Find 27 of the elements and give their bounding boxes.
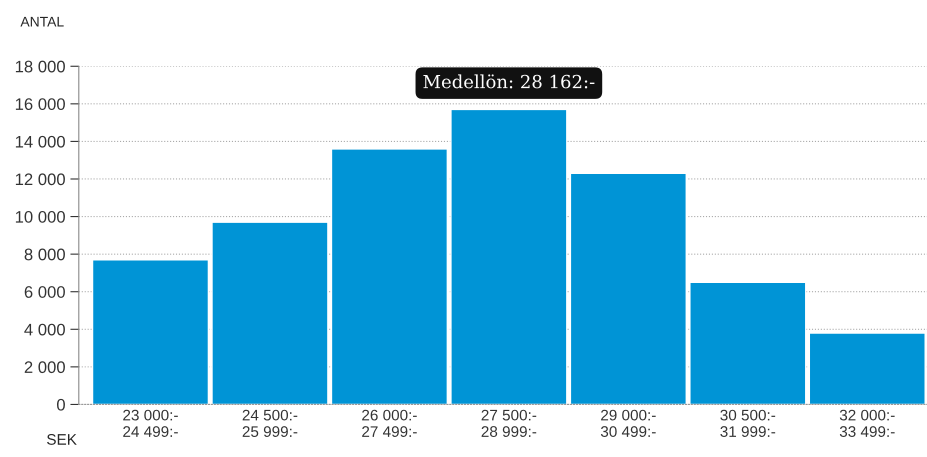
x-axis-title: SEK xyxy=(47,434,77,445)
x-tick-label: 29 000:- 30 499:- xyxy=(600,410,656,437)
bar xyxy=(211,222,329,404)
bar xyxy=(570,172,687,404)
bar xyxy=(450,108,568,404)
bar xyxy=(92,259,210,404)
y-tick-label: 10 000 xyxy=(16,210,65,223)
y-axis-title: ANTAL xyxy=(20,16,64,26)
y-tick-label: 6 000 xyxy=(24,286,65,298)
annotation: Medellön: 28 162:- xyxy=(423,74,594,88)
bar xyxy=(330,148,448,404)
y-tick-label: 16 000 xyxy=(16,98,65,110)
y-tick-label: 18 000 xyxy=(16,60,65,72)
x-tick-label: 23 000:- 24 499:- xyxy=(123,410,178,437)
y-tick-label: 12 000 xyxy=(16,173,65,186)
x-tick-label: 30 500:- 31 999:- xyxy=(720,410,776,437)
x-tick-label: 26 000:- 27 499:- xyxy=(362,410,417,437)
y-tick-label: 14 000 xyxy=(16,136,65,148)
x-tick-label: 32 000:- 33 499:- xyxy=(840,410,895,437)
x-tick-label: 27 500:- 28 999:- xyxy=(482,410,536,437)
bar xyxy=(808,332,926,404)
x-tick-label: 24 500:- 25 999:- xyxy=(242,410,298,437)
bar xyxy=(689,282,806,404)
y-tick-label: 2 000 xyxy=(24,361,65,374)
y-tick-label: 8 000 xyxy=(24,248,65,260)
y-tick-label: 4 000 xyxy=(24,324,65,336)
y-tick-label: 0 xyxy=(56,398,65,411)
